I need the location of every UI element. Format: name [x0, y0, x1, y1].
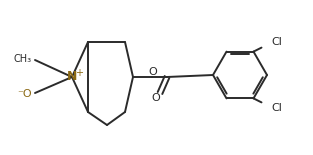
Text: ⁻O: ⁻O [18, 89, 32, 99]
Text: CH₃: CH₃ [14, 54, 32, 64]
Text: +: + [75, 68, 83, 78]
Text: Cl: Cl [271, 103, 282, 113]
Text: O: O [149, 67, 157, 77]
Text: Cl: Cl [271, 37, 282, 47]
Text: N: N [67, 71, 77, 84]
Text: O: O [151, 93, 160, 103]
